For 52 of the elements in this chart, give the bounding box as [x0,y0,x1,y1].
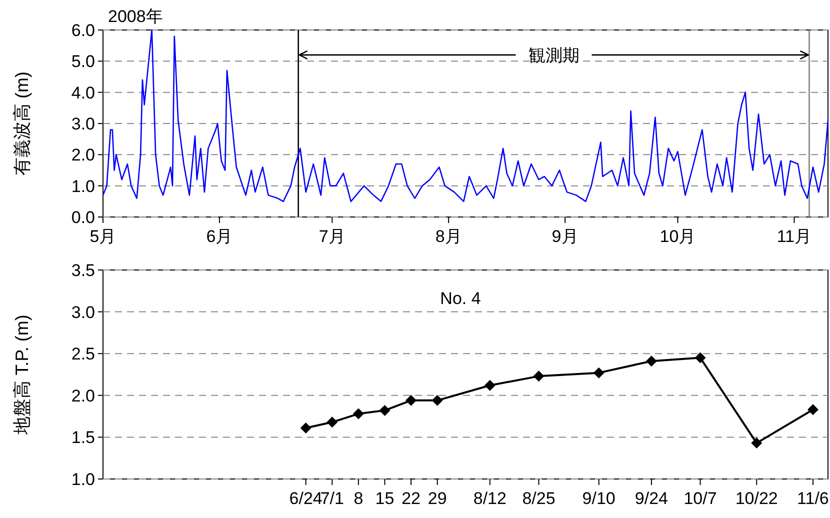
y-tick-label: 2.0 [71,386,95,406]
x-tick-label: 7/1 [320,489,344,508]
x-tick-label: 29 [428,489,447,508]
point [326,416,338,428]
annotation: 観測期 [528,46,580,65]
x-tick-label: 6月 [206,227,233,246]
x-tick-label: 6/24 [289,489,322,508]
y-tick-label: 2.0 [71,146,95,165]
y-tick-label: 3.0 [71,114,95,134]
point [432,394,443,406]
point [807,404,818,416]
point [751,438,762,449]
x-tick-label: 7月 [318,227,346,246]
y-tick-label: 1.0 [71,470,95,489]
point [300,422,312,434]
y-tick-label: 4.0 [71,83,95,102]
y-tick-label: 3.5 [71,260,95,280]
point [694,352,706,364]
point [406,394,417,406]
x-tick-label: 8月 [435,227,462,246]
point [646,356,657,367]
y-tick-label: 5.0 [71,52,95,72]
line-series [102,29,829,202]
y-tick-label: 6.0 [71,20,95,40]
y-tick-label: 2.5 [71,344,95,364]
x-tick-label: 8/25 [522,489,556,508]
point [533,370,544,382]
x-tick-label: 10月 [660,227,696,246]
y-tick-label: 3.0 [71,302,95,322]
y-tick-label: 1.5 [71,428,95,448]
x-tick-label: 8/12 [473,489,506,508]
y-tick-label: 1.0 [71,176,95,196]
x-tick-label: 11/6 [797,489,829,508]
x-tick-label: 10/22 [735,489,778,508]
point [379,404,390,416]
x-tick-label: 9月 [552,227,578,246]
text: 2008年 [108,7,163,26]
x-tick-label: 11月 [776,227,812,246]
x-tick-label: 8 [354,489,364,508]
x-tick-label: 9/10 [582,489,616,508]
point [593,367,604,378]
point [352,408,364,420]
text: No. 4 [440,289,481,308]
y-axis-title: 有義波高 (m) [12,72,32,176]
x-tick-label: 5月 [90,227,116,246]
y-axis-title: 地盤高 T.P. (m) [12,314,32,436]
x-tick-label: 9/24 [634,489,668,508]
point [484,380,496,391]
x-tick-label: 15 [375,489,394,508]
x-tick-label: 10/7 [684,489,717,508]
x-tick-label: 22 [402,489,420,508]
y-tick-label: 0.0 [71,208,95,227]
